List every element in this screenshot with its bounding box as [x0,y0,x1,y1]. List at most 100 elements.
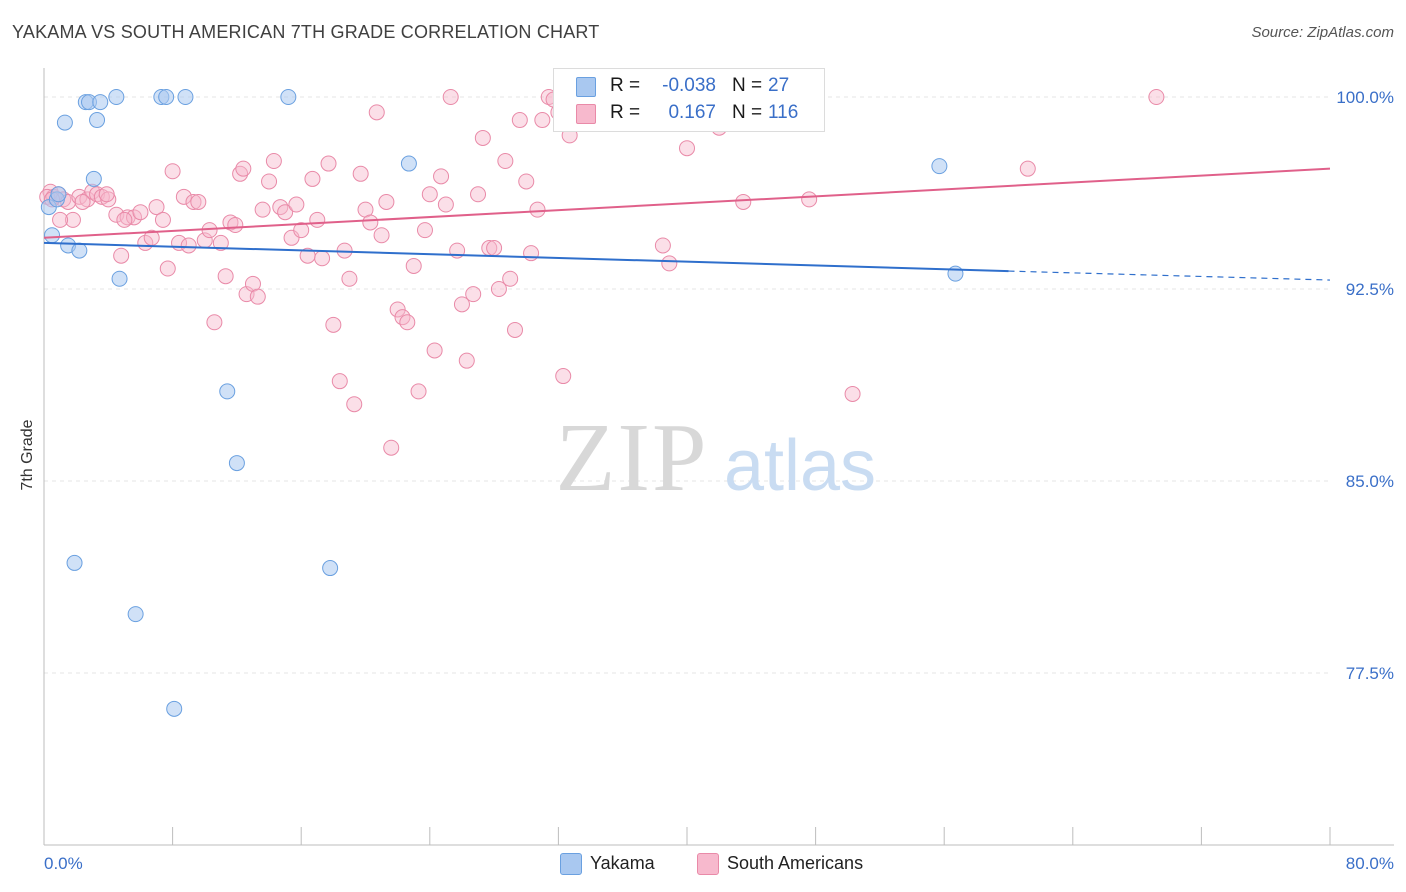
south-americans-point [175,188,192,205]
south-americans-point [502,270,519,287]
south-americans-point [159,260,176,277]
south-americans-point [1019,160,1036,177]
south-americans-point [98,186,115,203]
south-americans-point [132,204,149,221]
tick-labels: 77.5% 85.0% 92.5% 100.0% 0.0% 80.0% [44,88,1394,873]
yakama-point [56,114,73,131]
south-americans-point [74,193,91,210]
south-americans-point [217,268,234,285]
yakama-point [85,170,102,187]
watermark-atlas: atlas [724,426,876,506]
yakama-point [44,227,61,244]
south-americans-point [325,316,342,333]
x-tick-label: 0.0% [44,854,83,873]
yakama-r-value: -0.038 [662,75,716,96]
south-americans-point [661,255,678,272]
south-americans-point [362,214,379,231]
south-americans-point [511,112,528,129]
south-americans-point [654,237,671,254]
yakama-point [89,112,106,129]
south-americans-point [320,155,337,172]
axes [43,68,1394,846]
south-americans-legend-label: South Americans [727,853,864,873]
south-americans-n-value: 116 [768,102,799,123]
yakama-point [108,89,125,105]
south-americans-point [265,153,282,169]
south-americans-point [222,214,239,231]
south-americans-point [212,234,229,251]
series-legend: Yakama South Americans [0,852,1406,878]
yakama-point [111,270,128,287]
yakama-point [177,89,194,105]
south-americans-point [314,250,331,267]
trend-lines [43,167,1331,281]
yakama-trend-extension [1008,270,1331,281]
south-americans-point [148,199,165,216]
yakama-point [931,158,948,175]
south-americans-point [235,160,252,177]
yakama-point [71,242,88,259]
south-americans-point [341,270,358,287]
south-americans-point [486,240,503,257]
south-americans-point [421,186,438,203]
south-americans-swatch [576,104,596,124]
south-americans-point [346,396,363,413]
yakama-point [322,560,339,577]
south-americans-point [116,211,133,228]
yakama-point [228,455,245,472]
south-americans-point [206,314,223,331]
y-tick-label: 100.0% [1336,88,1394,107]
yakama-legend-label: Yakama [590,853,655,873]
yakama-legend-swatch [560,853,582,875]
yakama-swatch [576,77,596,97]
watermark: ZIP atlas [556,404,877,512]
r-label: R = [610,75,641,96]
south-americans-points [39,89,1165,456]
south-americans-point [433,168,450,185]
south-americans-trend-line [43,167,1331,239]
south-americans-point [442,89,459,105]
x-tick-label: 80.0% [1346,854,1394,873]
south-americans-point [180,237,197,254]
south-americans-point [453,296,470,313]
south-americans-point [227,217,244,233]
south-americans-legend-swatch [697,853,719,875]
yakama-point [92,94,109,111]
watermark-zip: ZIP [556,404,709,512]
y-tick-label: 92.5% [1346,280,1394,299]
south-americans-point [93,188,110,205]
south-americans-point [523,245,540,262]
yakama-trend-line [43,241,1009,273]
south-americans-point [277,204,294,221]
n-label: N = [732,75,763,96]
source-attribution: Source: ZipAtlas.com [1251,24,1394,41]
south-americans-point [389,301,406,318]
n-label: N = [732,102,763,123]
yakama-n-value: 27 [768,75,790,96]
south-americans-point [801,191,818,208]
south-americans-point [399,314,416,331]
south-americans-point [378,193,395,210]
south-americans-point [497,153,514,169]
yakama-points [40,89,964,717]
south-americans-point [368,104,385,121]
y-tick-label: 77.5% [1346,664,1394,683]
south-americans-point [490,281,507,297]
south-americans-point [1148,89,1165,105]
south-americans-point [383,439,400,456]
south-americans-point [154,211,171,228]
chart-title: YAKAMA VS SOUTH AMERICAN 7TH GRADE CORRE… [12,22,600,42]
south-americans-point [679,140,695,157]
south-americans-point [185,193,202,210]
south-americans-r-value: 0.167 [668,102,716,123]
y-tick-label: 85.0% [1346,472,1394,491]
yakama-point [158,89,175,105]
south-americans-point [113,247,130,264]
south-americans-point [126,209,143,226]
south-americans-point [529,201,546,218]
south-americans-point [249,288,266,305]
stats-legend: R = -0.038 N = 27 R = 0.167 N = 116 [553,68,825,132]
south-americans-point [465,286,482,303]
yakama-point [219,383,236,400]
